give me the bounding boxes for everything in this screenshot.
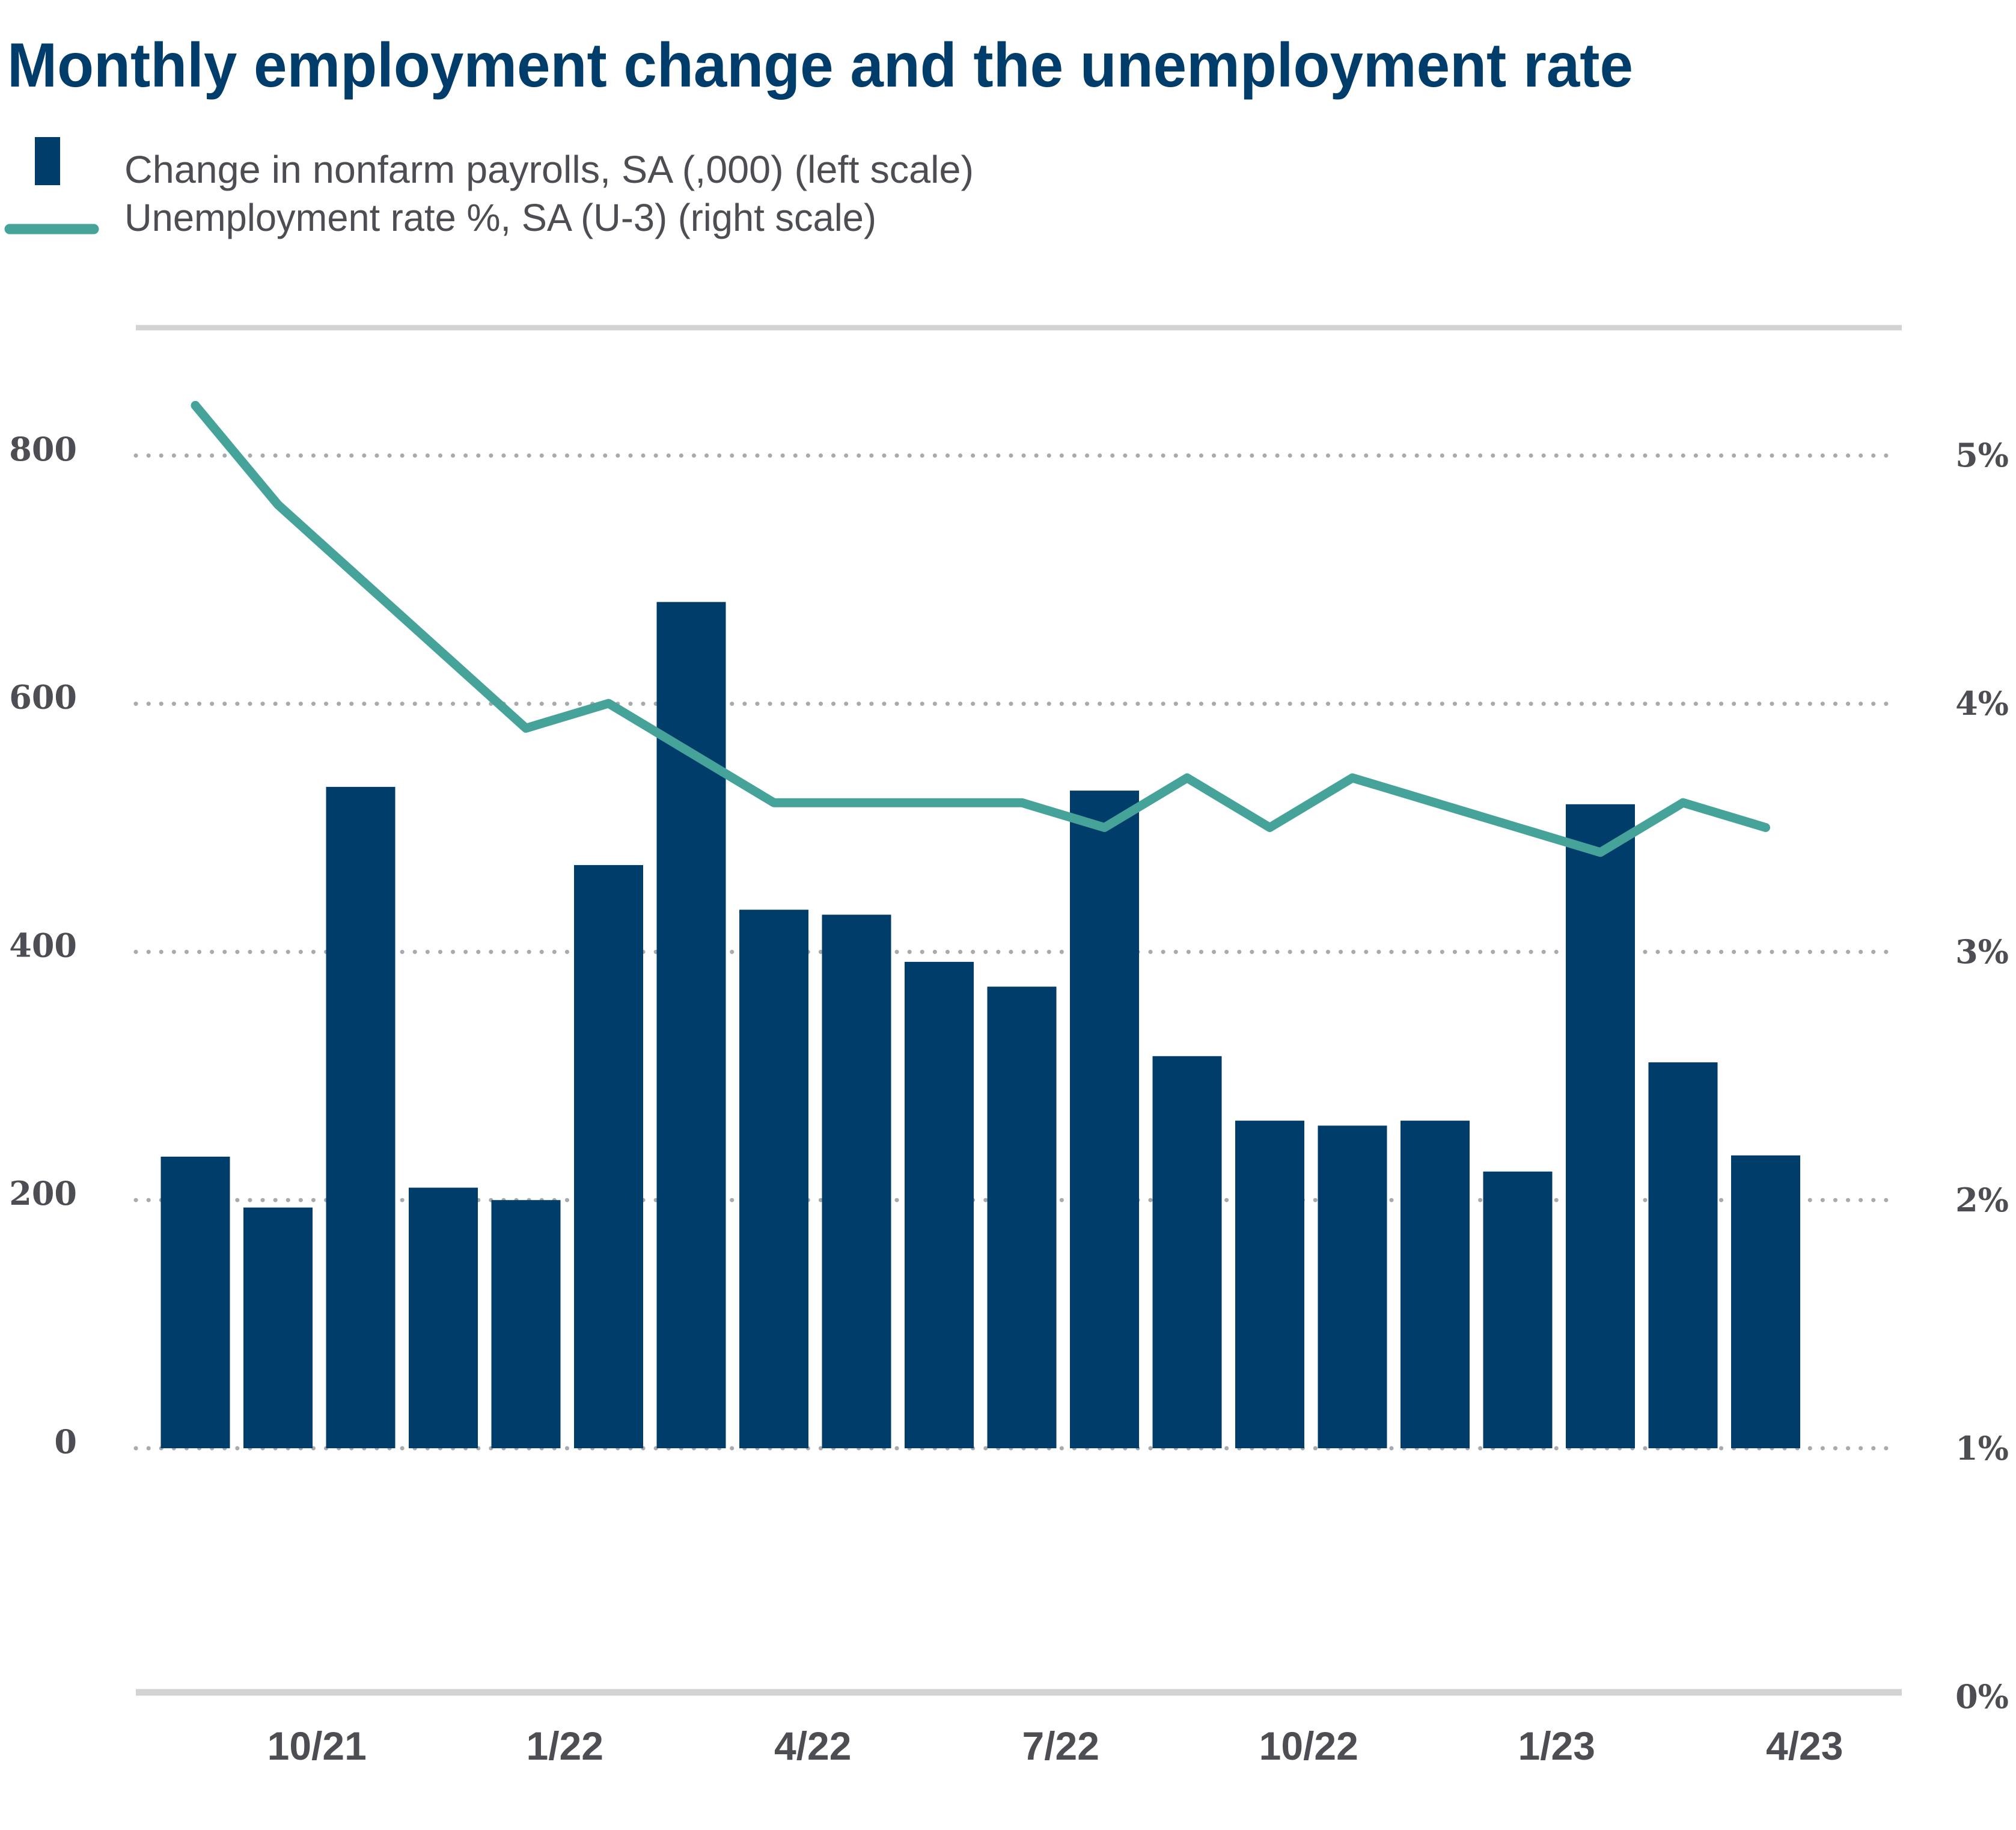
chart-title: Monthly employment change and the unempl… xyxy=(7,31,1633,100)
bar xyxy=(326,786,396,1448)
bar xyxy=(491,1200,561,1448)
x-axis-ticks: 10/21 1/22 4/22 7/22 10/22 1/23 4/23 xyxy=(267,1724,1843,1768)
right-axis-ticks: 0% 1% 2% 3% 4% 5% xyxy=(1955,436,2009,1716)
left-tick-label: 800 xyxy=(9,430,77,468)
bar xyxy=(574,865,643,1448)
bar xyxy=(739,910,808,1448)
right-tick-label: 3% xyxy=(1955,932,2009,971)
bar xyxy=(409,1187,478,1448)
legend-label-unemployment: Unemployment rate %, SA (U-3) (right sca… xyxy=(124,196,876,239)
x-tick-label: 4/23 xyxy=(1766,1724,1843,1768)
x-tick-label: 10/22 xyxy=(1259,1724,1358,1768)
right-tick-label: 5% xyxy=(1955,436,2009,474)
bar xyxy=(1483,1171,1553,1448)
left-tick-label: 200 xyxy=(9,1174,77,1213)
bar xyxy=(1731,1155,1800,1448)
bar xyxy=(656,602,726,1448)
x-tick-label: 1/22 xyxy=(527,1724,603,1768)
right-tick-label: 2% xyxy=(1955,1181,2009,1219)
bar xyxy=(1152,1056,1222,1448)
legend: Change in nonfarm payrolls, SA (,000) (l… xyxy=(4,137,974,239)
payroll-bars xyxy=(160,602,1800,1448)
legend-label-payrolls: Change in nonfarm payrolls, SA (,000) (l… xyxy=(124,148,974,191)
left-tick-label: 600 xyxy=(9,678,77,717)
bar xyxy=(905,961,974,1448)
right-tick-label: 4% xyxy=(1955,684,2009,723)
bar xyxy=(987,987,1057,1448)
bar xyxy=(1318,1125,1387,1448)
x-tick-label: 7/22 xyxy=(1022,1724,1099,1768)
left-tick-label: 0 xyxy=(54,1422,77,1461)
bar xyxy=(822,914,891,1448)
bar xyxy=(1566,804,1635,1448)
bar xyxy=(1235,1121,1304,1448)
x-tick-label: 1/23 xyxy=(1518,1724,1595,1768)
bar xyxy=(243,1207,313,1448)
bar xyxy=(1648,1062,1718,1448)
x-tick-label: 10/21 xyxy=(267,1724,367,1768)
bar xyxy=(1401,1121,1470,1448)
right-tick-label: 0% xyxy=(1955,1677,2009,1716)
unemployment-line xyxy=(191,400,1770,857)
left-tick-label: 400 xyxy=(9,926,77,964)
left-axis-ticks: 0 200 400 600 800 xyxy=(9,430,77,1461)
unemployment-line-layer xyxy=(191,400,1770,857)
legend-bar-swatch xyxy=(35,137,60,185)
right-tick-label: 1% xyxy=(1955,1429,2009,1467)
bar xyxy=(1070,791,1139,1448)
x-tick-label: 4/22 xyxy=(774,1724,851,1768)
bar xyxy=(160,1156,230,1448)
